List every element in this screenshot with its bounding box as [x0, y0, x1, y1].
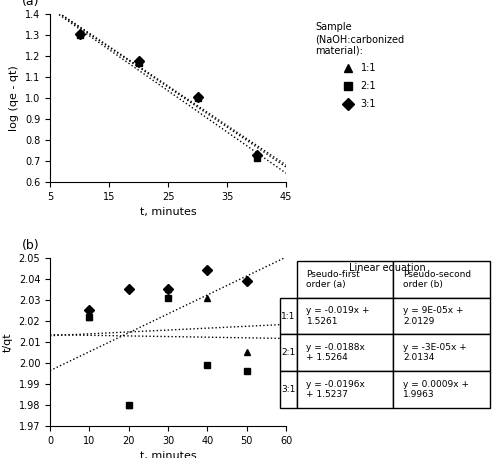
- Text: (b): (b): [22, 239, 40, 252]
- Y-axis label: t/qt: t/qt: [3, 332, 13, 352]
- X-axis label: t, minutes: t, minutes: [140, 207, 196, 217]
- Text: (a): (a): [22, 0, 39, 8]
- Y-axis label: log (qe - qt): log (qe - qt): [10, 65, 20, 131]
- X-axis label: t, minutes: t, minutes: [140, 451, 196, 458]
- Text: Linear equation: Linear equation: [349, 263, 426, 273]
- Legend: 1:1, 2:1, 3:1: 1:1, 2:1, 3:1: [312, 19, 408, 113]
